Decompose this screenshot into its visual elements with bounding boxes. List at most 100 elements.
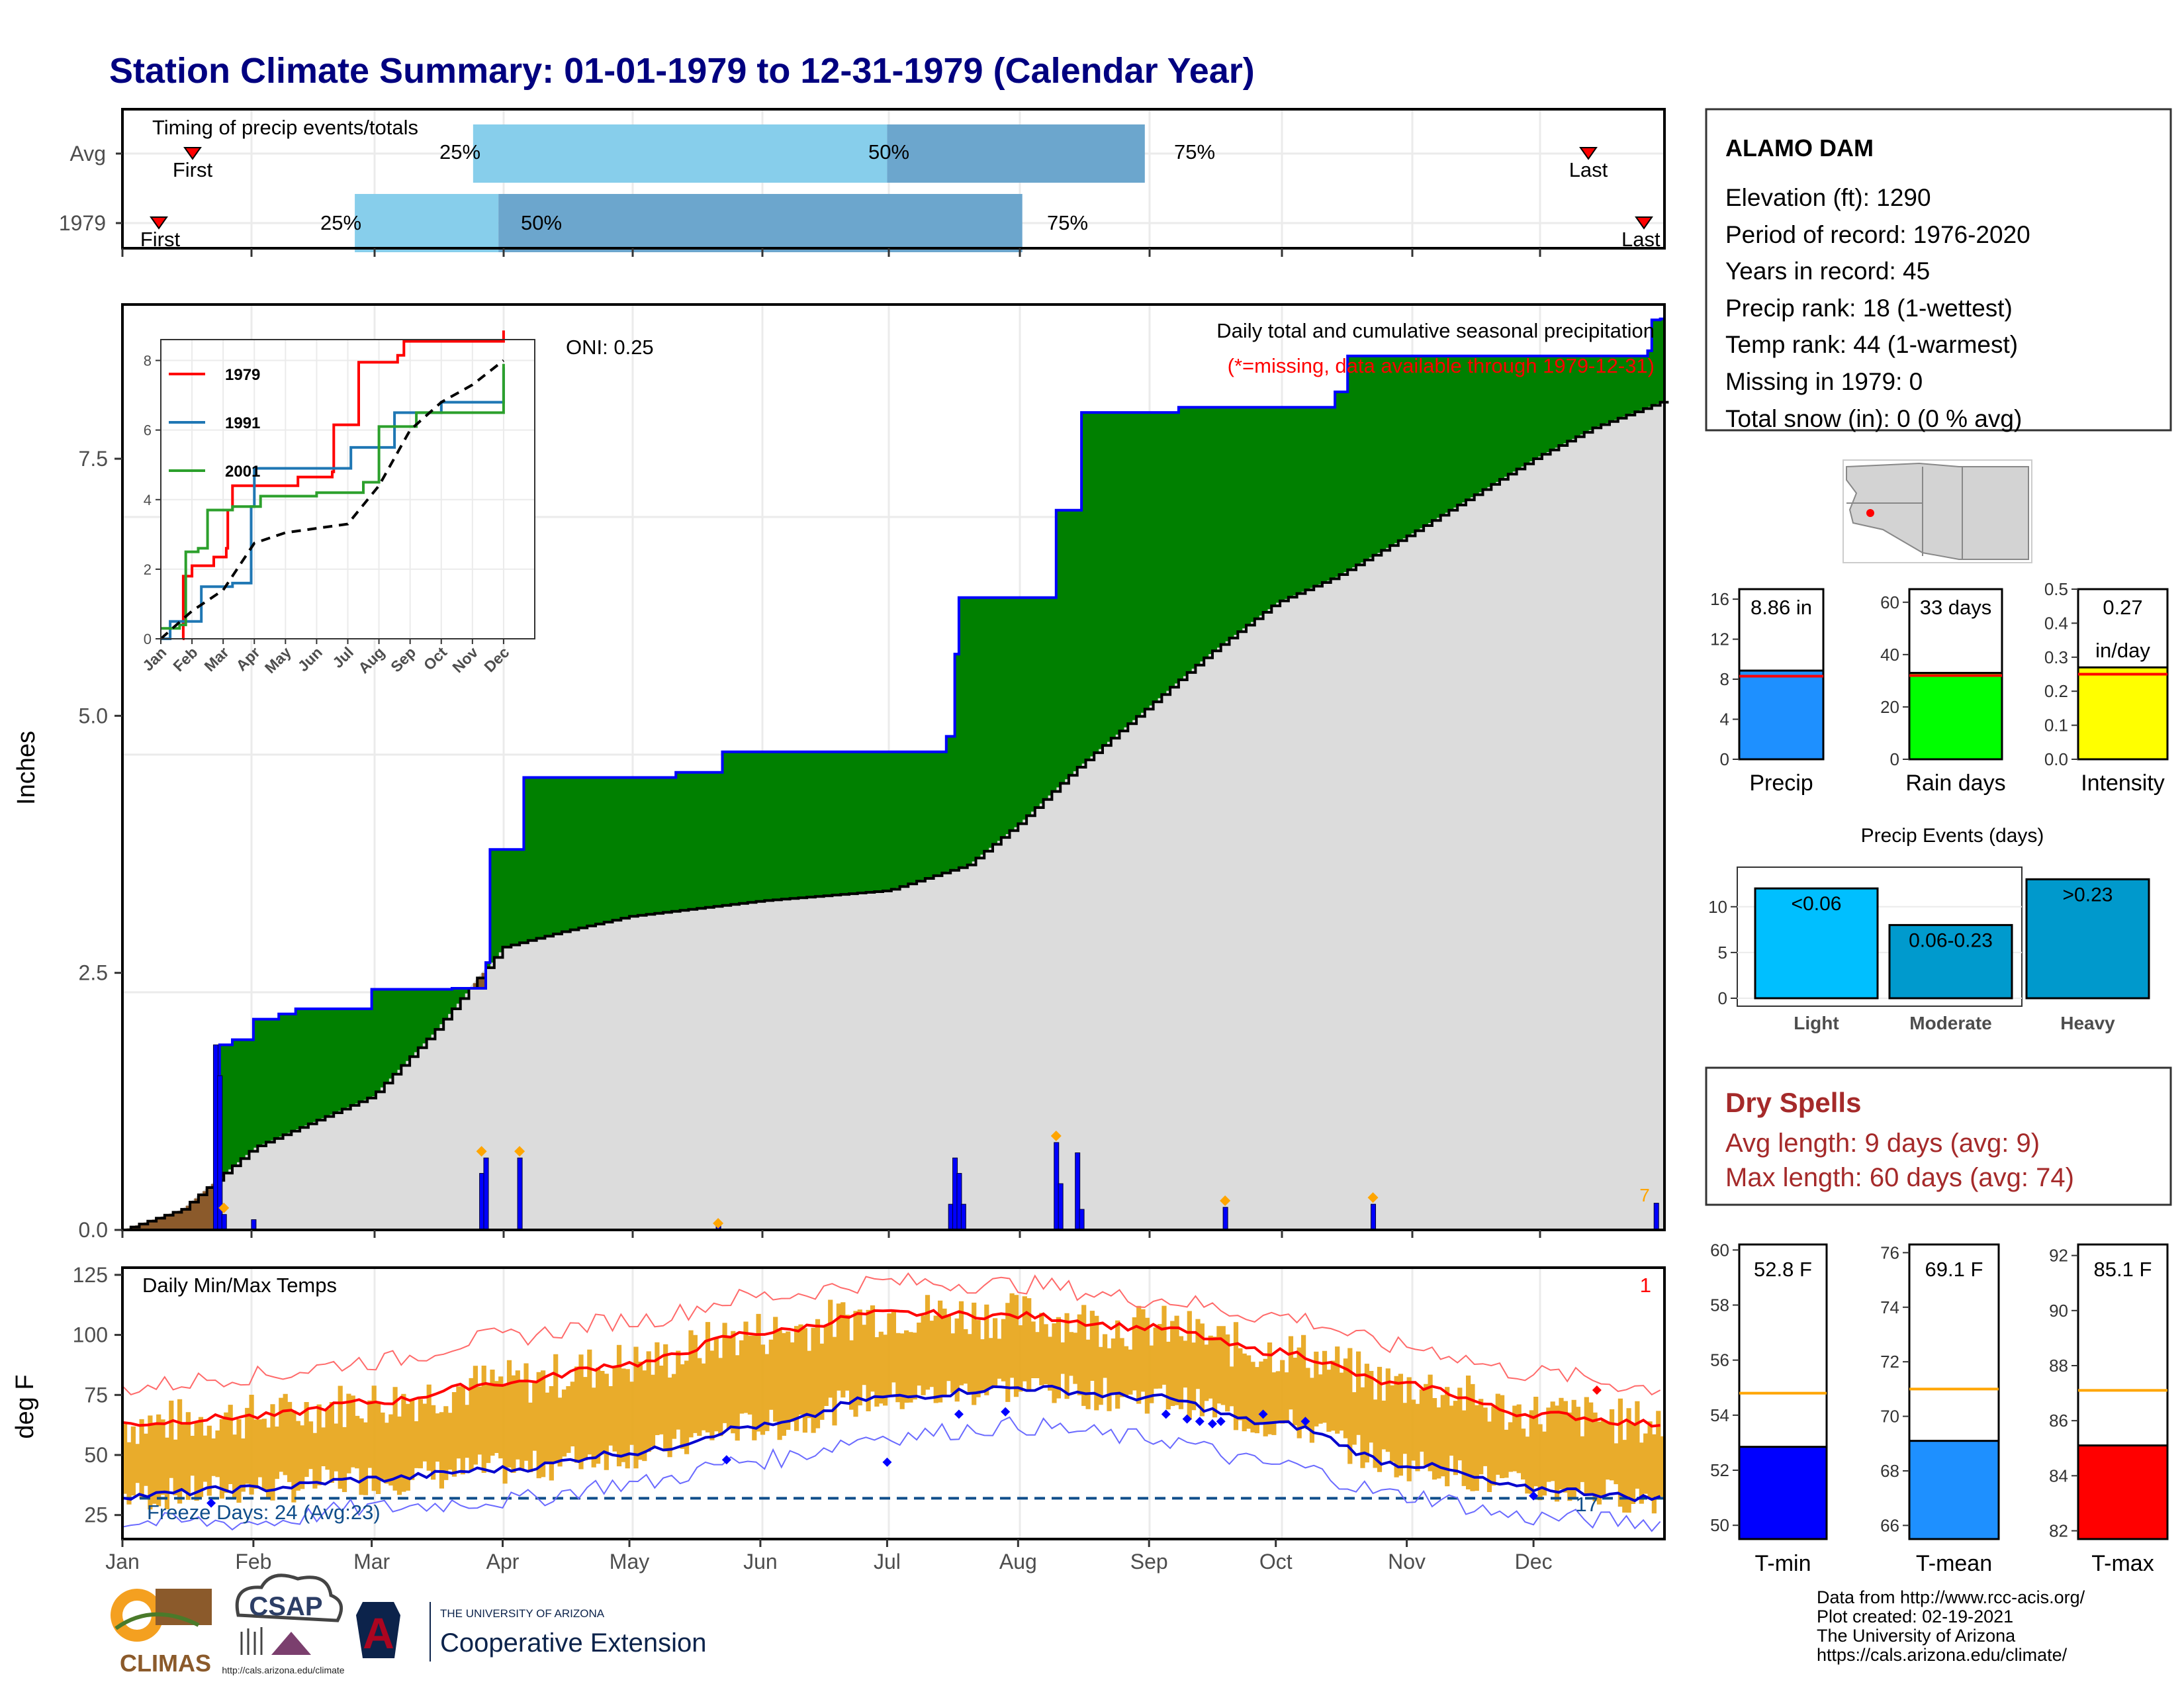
- events-tick-label-0: 0: [1718, 988, 1727, 1008]
- station-location-marker: [1866, 509, 1874, 517]
- inset-ytick-label-0: 0: [144, 631, 152, 647]
- cumulative-1979-line: [122, 317, 1664, 1231]
- month-label-Sep: Sep: [1130, 1550, 1168, 1573]
- month-label-Apr: Apr: [486, 1550, 520, 1573]
- precip-tick-label-4: 16: [1710, 589, 1729, 609]
- inset-xtick-label-Jun: Jun: [295, 643, 326, 675]
- record-min-marker-10: [1258, 1409, 1268, 1419]
- record-min-marker-12: [1529, 1491, 1539, 1501]
- tmin-tick-label-0: 50: [1710, 1515, 1729, 1535]
- tmin-tick-label-2: 54: [1710, 1405, 1729, 1425]
- temp-ytick-label-2: 75: [84, 1383, 108, 1407]
- raindays-tick-label-2: 40: [1880, 645, 1899, 665]
- intensity-bar: [2077, 666, 2169, 761]
- oni-label: ONI: 0.25: [566, 336, 654, 359]
- inset-xtick-label-May: May: [261, 643, 295, 677]
- freeze-count: 17: [1576, 1493, 1598, 1516]
- events-title: Precip Events (days): [1861, 825, 2044, 847]
- intensity-tick-label-3: 0.3: [2044, 647, 2068, 667]
- intensity-value-unit: in/day: [2095, 639, 2150, 662]
- inset-xtick-label-Oct: Oct: [420, 643, 451, 674]
- record-max-marker: [1592, 1385, 1602, 1395]
- event-bar-text-Moderate: 0.06-0.23: [1909, 929, 1993, 951]
- precip-tick-label-3: 12: [1710, 630, 1729, 649]
- tmean-label: T-mean: [1916, 1551, 1992, 1576]
- record-min-marker-5: [1161, 1409, 1171, 1419]
- csap-logo: CSAP http://cals.arizona.edu/climate: [222, 1573, 345, 1675]
- inset-line-average: [159, 359, 505, 640]
- temp-line-avg-min: [122, 1384, 1661, 1503]
- tmax-label: T-max: [2091, 1551, 2154, 1576]
- precip-tick-label-0: 0: [1720, 749, 1729, 769]
- event-label-Light: Light: [1794, 1013, 1839, 1033]
- event-label-Moderate: Moderate: [1909, 1013, 1991, 1033]
- daily-precip-bar-17: [1371, 1203, 1377, 1231]
- events-tick-label-1: 5: [1718, 943, 1727, 962]
- month-label-Jan: Jan: [105, 1550, 140, 1573]
- events-tick-label-2: 10: [1708, 897, 1727, 917]
- inset-ytick-label-2: 4: [144, 492, 152, 508]
- precip-ytick-label-0: 0.0: [79, 1218, 108, 1242]
- intensity-tick-label-0: 0.0: [2044, 749, 2068, 769]
- above-average-band: [219, 318, 1665, 1177]
- inset-xtick-label-Nov: Nov: [449, 643, 481, 676]
- record-min-marker-0: [206, 1498, 216, 1508]
- first-1979-label: First: [140, 228, 181, 251]
- daily-precip-bar-3: [251, 1219, 257, 1231]
- precip-marker-0: [218, 1202, 230, 1213]
- tmax-bar: [2077, 1444, 2169, 1540]
- avg-25-label: 25%: [439, 140, 480, 164]
- tmin-tick-label-1: 52: [1710, 1460, 1729, 1480]
- daily-precip-bar-16: [1222, 1207, 1228, 1231]
- 1979-50-label: 50%: [521, 211, 562, 234]
- raindays-value: 33 days: [1920, 596, 1992, 619]
- temp-count-top: 1: [1640, 1274, 1651, 1297]
- tmean-tick-label-3: 72: [1880, 1352, 1899, 1372]
- inset-xtick-label-Jan: Jan: [139, 643, 169, 674]
- legend-1979: 1979: [225, 366, 260, 384]
- credit-data: Data from http://www.rcc-acis.org/: [1817, 1587, 2085, 1607]
- first-avg-marker: [183, 147, 202, 160]
- timing-panel: Timing of precip events/totals Avg 1979 …: [59, 108, 1666, 257]
- record-min-marker-3: [954, 1409, 964, 1419]
- tmax-tick-label-5: 92: [2049, 1246, 2068, 1266]
- timing-frame: [121, 108, 1666, 250]
- intensity-value: 0.27: [2103, 596, 2142, 619]
- ua-logo: A THE UNIVERSITY OF ARIZONA Cooperative …: [356, 1602, 706, 1662]
- credit-univ: The University of Arizona: [1817, 1626, 2016, 1646]
- month-label-Mar: Mar: [353, 1550, 390, 1573]
- coop-extension: Cooperative Extension: [440, 1628, 706, 1658]
- timing-bar-q1-Avg: [473, 124, 887, 183]
- temp-ytick-label-0: 25: [84, 1503, 108, 1527]
- event-bar-Moderate: [1888, 923, 2013, 1000]
- tmax-tick-label-3: 88: [2049, 1356, 2068, 1376]
- timing-row-avg: Avg: [69, 142, 106, 165]
- precip-label: Precip: [1749, 771, 1813, 796]
- tmax-tick-label-1: 84: [2049, 1466, 2068, 1485]
- page-title: Station Climate Summary: 01-01-1979 to 1…: [109, 51, 1255, 91]
- month-label-Jun: Jun: [743, 1550, 778, 1573]
- top-count-label: 7: [1639, 1185, 1650, 1205]
- record-min-marker-4: [1001, 1407, 1011, 1417]
- event-bar-text-Light: <0.06: [1792, 893, 1842, 915]
- timing-xticks: [121, 248, 1541, 257]
- precip-caption: Daily total and cumulative seasonal prec…: [1216, 319, 1655, 342]
- record-min-marker-7: [1195, 1417, 1205, 1427]
- precip-value: 8.86 in: [1751, 596, 1812, 619]
- tmin-tick-label-3: 56: [1710, 1350, 1729, 1370]
- timing-title: Timing of precip events/totals: [152, 116, 418, 139]
- timing-bar-q2-1979: [498, 194, 1023, 252]
- precip-panel: 0.0 2.5 5.0 7.5 Inches Daily total and cumu…: [13, 303, 1669, 1242]
- daily-precip-bar-6: [517, 1157, 523, 1231]
- climas-logo: CLIMAS: [111, 1589, 212, 1677]
- tmean-bar: [1908, 1440, 2000, 1540]
- precip-tick-label-2: 8: [1720, 669, 1729, 689]
- precip-xticks: [121, 1230, 1541, 1238]
- precip-marker-5: [1220, 1195, 1231, 1206]
- station-temp-rank: Temp rank: 44 (1-warmest): [1725, 331, 2018, 358]
- intensity-tick-label-5: 0.5: [2044, 579, 2068, 599]
- inset-line-2001: [161, 363, 505, 630]
- legend-1991: 1991: [225, 414, 260, 432]
- tmin-bar: [1738, 1446, 1828, 1540]
